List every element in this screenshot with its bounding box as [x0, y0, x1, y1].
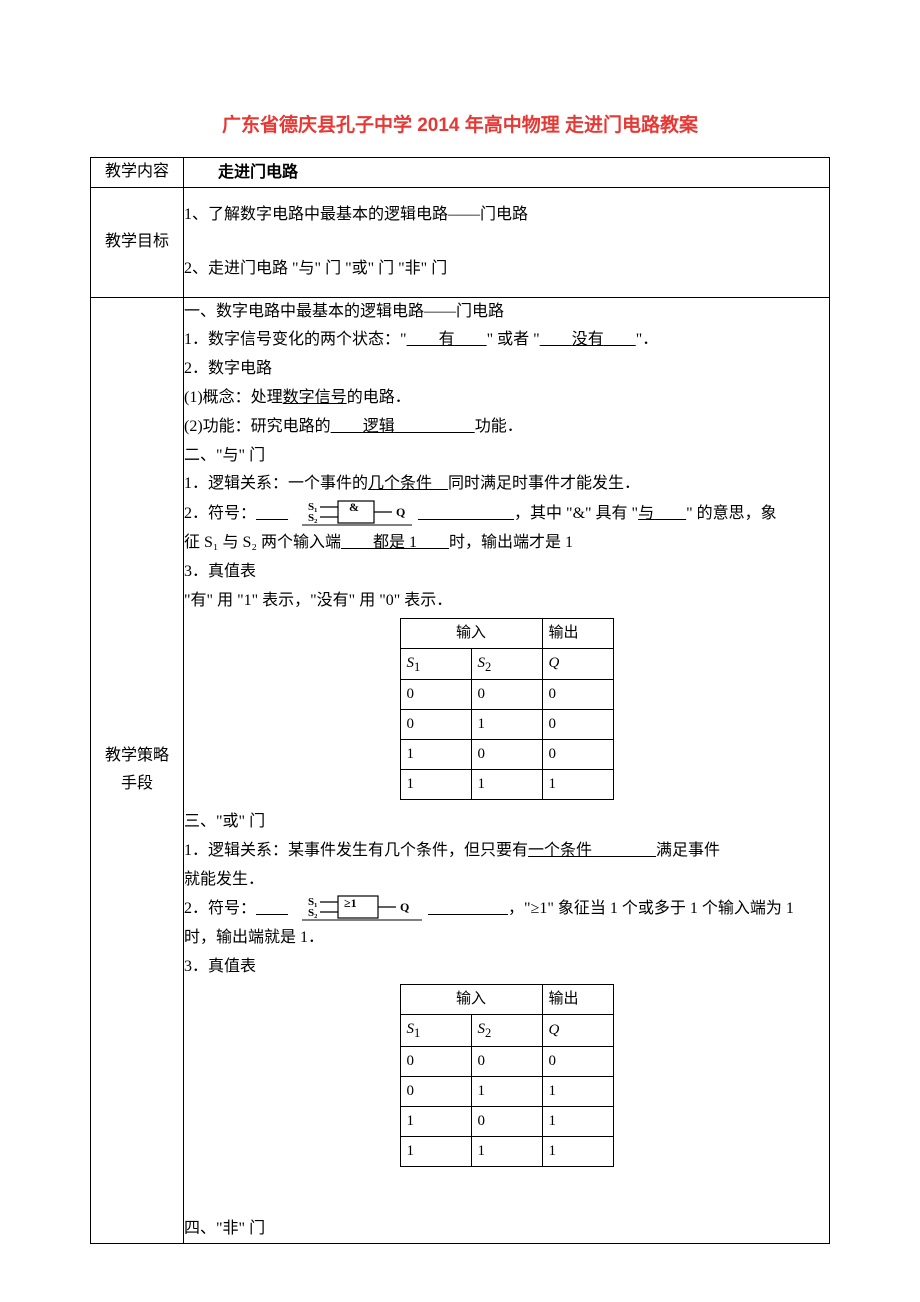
- goal-line: 2、走进门电路 "与" 门 "或" 门 "非" 门: [184, 242, 829, 296]
- page-title: 广东省德庆县孔子中学 2014 年高中物理 走进门电路教案: [90, 110, 830, 137]
- body-line: (1)概念：处理数字信号的电路．: [184, 384, 829, 413]
- svg-text:Q: Q: [396, 505, 405, 519]
- or-gate-symbol-line: 2．符号： S₁ S₂ ≥1 Q: [184, 894, 829, 924]
- section-heading: 一、数字电路中最基本的逻辑电路——门电路: [184, 298, 829, 327]
- body-line: 1．逻辑关系：某事件发生有几个条件，但只要有一个条件 满足事件: [184, 837, 829, 866]
- table-row: 教学策略 手段 一、数字电路中最基本的逻辑电路——门电路 1．数字信号变化的两个…: [91, 297, 830, 1244]
- svg-text:Q: Q: [400, 900, 409, 914]
- and-truth-table: 输入输出 S1 S2 Q 000 010 100 111: [400, 618, 614, 801]
- body-line: 1．逻辑关系：一个事件的几个条件 同时满足时事件才能发生．: [184, 470, 829, 499]
- section-heading: 二、"与" 门: [184, 442, 829, 471]
- body-line: 3．真值表: [184, 558, 829, 587]
- body-line: 时，输出端就是 1．: [184, 924, 829, 953]
- lesson-topic: 走进门电路: [218, 164, 298, 181]
- svg-text:&: &: [349, 500, 359, 514]
- table-row: 教学目标 1、了解数字电路中最基本的逻辑电路——门电路 2、走进门电路 "与" …: [91, 187, 830, 297]
- svg-text:S₂: S₂: [308, 512, 318, 524]
- body-line: 征 S₁ 与 S₂ 两个输入端 都是 1 时，输出端才是 1: [184, 529, 829, 558]
- document-page: 广东省德庆县孔子中学 2014 年高中物理 走进门电路教案 教学内容 走进门电路…: [0, 0, 920, 1284]
- svg-text:S₂: S₂: [308, 907, 318, 919]
- or-truth-table: 输入输出 S1 S2 Q 000 011 101 111: [400, 984, 614, 1167]
- lesson-table: 教学内容 走进门电路 教学目标 1、了解数字电路中最基本的逻辑电路——门电路 2…: [90, 157, 830, 1244]
- body-line: 3．真值表: [184, 953, 829, 982]
- body-line: "有" 用 "1" 表示，"没有" 用 "0" 表示．: [184, 587, 829, 616]
- row-label: 教学策略 手段: [91, 297, 184, 1244]
- section-heading: 四、"非" 门: [184, 1215, 829, 1244]
- row-label: 教学目标: [91, 187, 184, 297]
- body-line: (2)功能：研究电路的 逻辑 功能．: [184, 413, 829, 442]
- body-line: 2．数字电路: [184, 355, 829, 384]
- and-gate-symbol-line: 2．符号： S₁ S₂ & Q: [184, 499, 829, 529]
- or-gate-icon: S₁ S₂ ≥1 Q: [302, 894, 422, 928]
- goal-line: 1、了解数字电路中最基本的逻辑电路——门电路: [184, 188, 829, 242]
- section-heading: 三、"或" 门: [184, 808, 829, 837]
- row-content: 1、了解数字电路中最基本的逻辑电路——门电路 2、走进门电路 "与" 门 "或"…: [184, 187, 830, 297]
- and-gate-icon: S₁ S₂ & Q: [302, 499, 412, 533]
- row-content: 一、数字电路中最基本的逻辑电路——门电路 1．数字信号变化的两个状态：" 有 "…: [184, 297, 830, 1244]
- body-line: 1．数字信号变化的两个状态：" 有 " 或者 " 没有 "．: [184, 326, 829, 355]
- svg-text:≥1: ≥1: [344, 896, 357, 910]
- row-label: 教学内容: [91, 158, 184, 188]
- body-line: 就能发生．: [184, 866, 829, 895]
- row-content: 走进门电路: [184, 158, 830, 188]
- table-row: 教学内容 走进门电路: [91, 158, 830, 188]
